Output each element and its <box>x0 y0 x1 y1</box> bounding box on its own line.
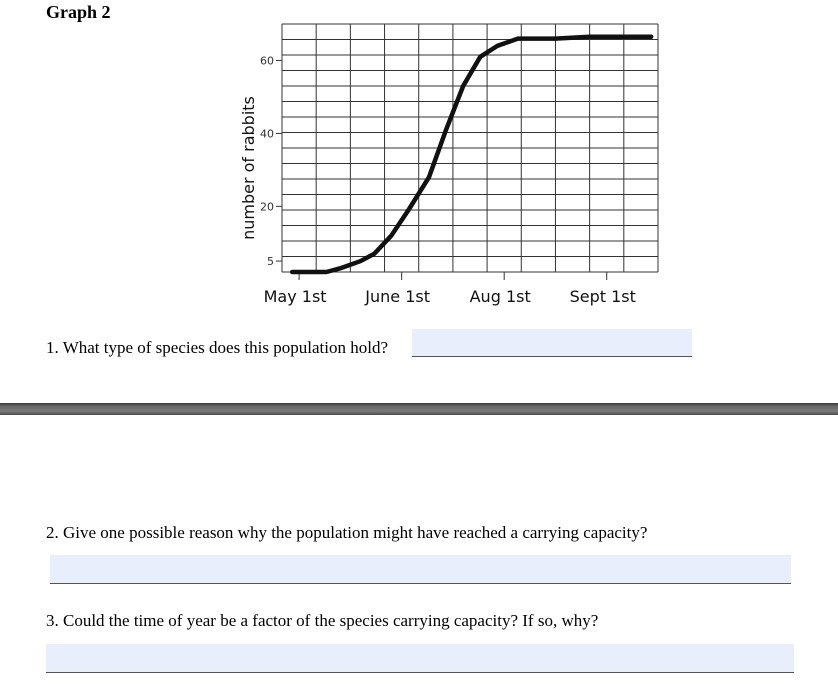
y-axis-label: number of rabbits <box>239 96 258 240</box>
x-tick-label: Aug 1st <box>470 287 531 306</box>
x-tick-label: Sept 1st <box>570 287 636 306</box>
question-3-text: 3. Could the time of year be a factor of… <box>46 611 599 630</box>
y-tick-label: 40 <box>260 127 274 140</box>
graph-title: Graph 2 <box>46 2 111 22</box>
rabbit-population-chart: 5 20 40 60 May 1st June 1st Aug 1st Sept 1st num… <box>0 0 700 325</box>
question-3-answer-field[interactable] <box>46 644 794 673</box>
question-1-answer-field[interactable] <box>412 329 692 357</box>
x-tick-label: May 1st <box>264 287 327 306</box>
y-tick-label: 5 <box>267 255 274 268</box>
y-tick-label: 60 <box>260 54 274 67</box>
question-1-text: 1. What type of species does this popula… <box>46 338 388 357</box>
y-tick-label: 20 <box>260 200 274 213</box>
question-2-text: 2. Give one possible reason why the popu… <box>46 523 648 542</box>
x-tick-label: June 1st <box>364 287 430 306</box>
question-2-answer-field[interactable] <box>50 555 791 584</box>
page-divider <box>0 403 838 415</box>
series-line <box>290 34 654 275</box>
chart-svg: 5 20 40 60 May 1st June 1st Aug 1st Sept 1st num… <box>239 23 659 306</box>
